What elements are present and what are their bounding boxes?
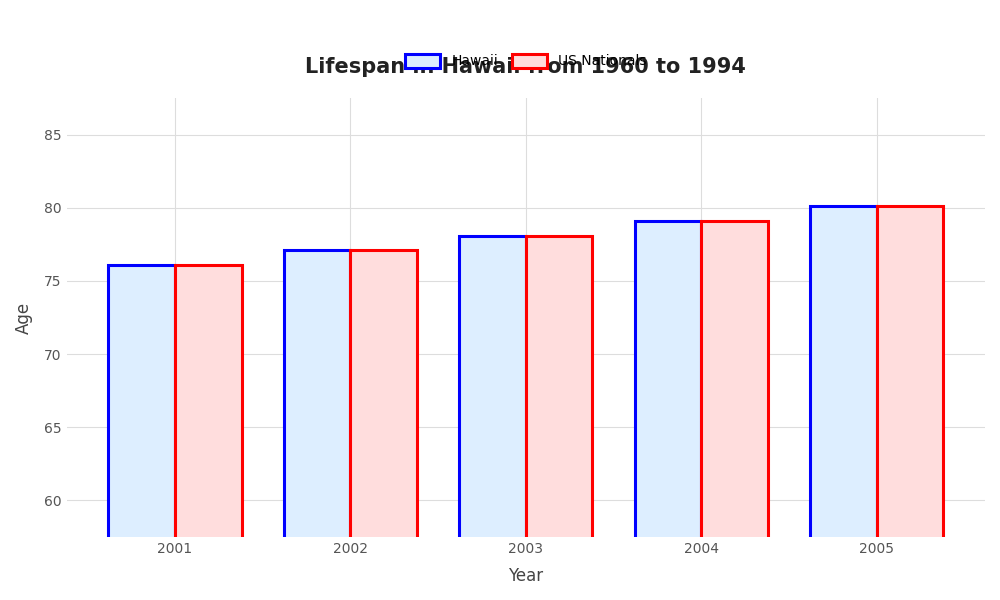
Bar (284, 250, 350, 600)
Bar (701, 221, 768, 600)
Bar (635, 221, 701, 600)
Bar (350, 250, 417, 600)
Bar (459, 236, 526, 600)
Bar (108, 265, 175, 600)
Bar (810, 206, 877, 600)
Legend: Hawaii, US Nationals: Hawaii, US Nationals (400, 48, 652, 74)
Bar (526, 236, 592, 600)
Bar (877, 206, 943, 600)
Title: Lifespan in Hawaii from 1960 to 1994: Lifespan in Hawaii from 1960 to 1994 (305, 57, 746, 77)
X-axis label: Year: Year (508, 567, 543, 585)
Bar (175, 265, 242, 600)
Y-axis label: Age: Age (15, 302, 33, 334)
